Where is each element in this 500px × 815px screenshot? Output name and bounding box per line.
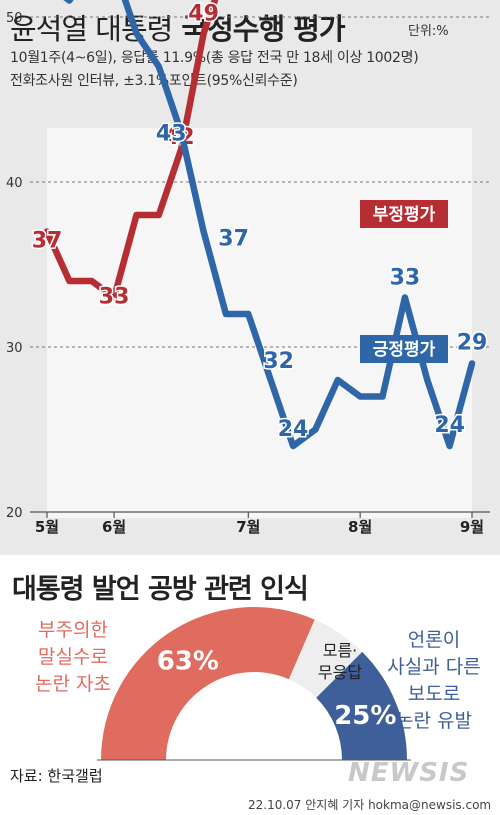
note-line: 말실수로	[38, 646, 108, 668]
pie-title: 대통령 발언 공방 관련 인식	[12, 574, 309, 605]
data-label: 24	[278, 417, 309, 442]
y-tick-label: 50	[6, 11, 23, 26]
y-tick-label: 20	[6, 506, 23, 521]
pie-slice	[316, 651, 407, 760]
note-line: 사실과 다른	[387, 656, 481, 678]
data-label: 32	[263, 349, 294, 374]
line-chart: 20304050605월6월7월8월9월10월37334249606665635…	[6, 0, 490, 536]
source-label: 자료: 한국갤럽	[10, 767, 103, 785]
unit-label: 단위:%	[408, 24, 449, 39]
series-tag-negative: 부정평가	[373, 205, 436, 225]
note-line: 무응답	[317, 663, 363, 682]
x-tick-label: 7월	[236, 518, 260, 536]
y-tick-label: 40	[6, 176, 23, 191]
slice-label: 25%	[334, 701, 396, 731]
data-label: 33	[99, 285, 130, 310]
data-label: 29	[457, 331, 488, 356]
subtitle-method: 전화조사원 인터뷰, ±3.1%포인트(95%신뢰수준)	[10, 73, 298, 89]
newsis-logo: NEWSIS	[348, 758, 470, 788]
note-line: 논란 자초	[35, 673, 111, 695]
note-line: 모름·	[322, 641, 358, 660]
title-light: 윤석열 대통령	[10, 12, 173, 46]
series-line-positive	[63, 0, 476, 450]
x-tick-label: 5월	[35, 518, 59, 536]
pie-slice	[288, 619, 363, 698]
credit-label: 22.10.07 안지혜 기자 hokma@newsis.com	[248, 798, 492, 812]
series-tag-box	[360, 335, 448, 363]
series-line-negative	[43, 0, 219, 301]
data-label: 43	[156, 122, 187, 147]
y-tick-label: 30	[6, 341, 23, 356]
series-tag-positive: 긍정평가	[373, 340, 436, 360]
note-no-answer: 모름· 무응답	[304, 640, 376, 684]
slice-label: 63%	[157, 646, 219, 676]
x-tick-label: 9월	[460, 518, 484, 536]
data-label: 24	[434, 413, 465, 438]
x-tick-label: 6월	[102, 518, 126, 536]
x-tick-label: 8월	[348, 518, 372, 536]
note-line: 언론이	[407, 629, 461, 651]
pie-chart: 63% 25%	[97, 607, 411, 761]
data-label: 37	[32, 229, 63, 254]
subtitle-survey: 10월1주(4~6일), 응답률 11.9%(총 응답 전국 만 18세 이상 …	[10, 50, 419, 66]
plot-area	[47, 128, 472, 518]
note-line: 부주의한	[38, 619, 108, 641]
data-label: 37	[218, 227, 249, 252]
note-line: 보도로	[407, 683, 461, 705]
data-label: 33	[390, 266, 421, 291]
data-label: 49	[188, 2, 219, 27]
series-tag-box	[360, 200, 448, 228]
pie-slice	[101, 607, 315, 760]
note-line: 논란 유발	[396, 710, 472, 732]
line-chart-panel: 윤석열 대통령 국정수행 평가 단위:% 10월1주(4~6일), 응답률 11…	[0, 0, 500, 555]
